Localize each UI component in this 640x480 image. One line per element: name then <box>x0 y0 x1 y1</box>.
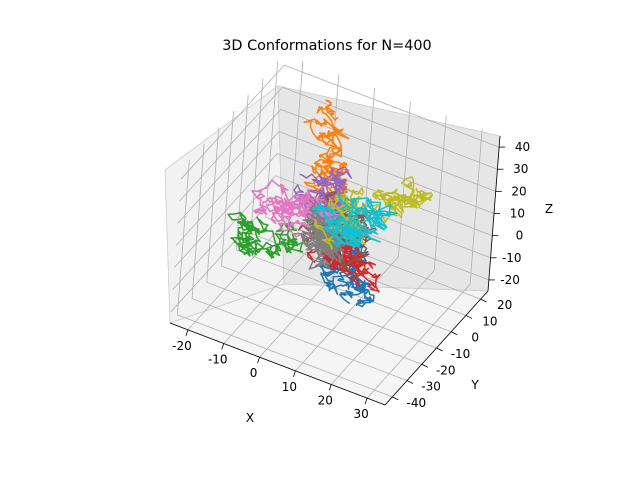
x-tick-label: 0 <box>250 366 258 380</box>
x-tick-mark <box>185 329 189 336</box>
x-grid-line <box>330 115 447 385</box>
z-tick-label: 0 <box>516 229 524 243</box>
y-tick-mark <box>480 298 487 303</box>
z-tick-label: 40 <box>515 140 530 154</box>
y-tick-label: 0 <box>471 331 479 345</box>
z-grid-line <box>179 86 498 202</box>
y-tick-label: 10 <box>482 314 497 328</box>
x-axis-label: X <box>246 411 254 425</box>
y-tick-label: 20 <box>497 298 512 312</box>
x-tick-mark <box>364 398 368 405</box>
x-grid-line <box>295 101 411 372</box>
z-grid-line <box>172 175 491 291</box>
z-tick-label: 10 <box>510 207 525 221</box>
y-grid-line <box>206 127 422 365</box>
y-tick-mark <box>392 396 399 401</box>
y-tick-label: -30 <box>421 380 441 394</box>
y-grid-line <box>235 94 452 333</box>
y-axis-label: Y <box>470 378 479 392</box>
y-tick-mark <box>451 331 458 336</box>
walk-series-10 <box>312 192 398 249</box>
y-tick-mark <box>421 363 428 368</box>
z-grid-line <box>173 153 493 268</box>
x-tick-mark <box>221 343 225 350</box>
x-tick-label: 20 <box>318 394 333 408</box>
x-tick-label: 30 <box>353 407 368 421</box>
y-grid-line <box>221 110 437 349</box>
y-tick-mark <box>465 315 473 319</box>
x-grid-line <box>366 129 483 399</box>
x-tick-label: -10 <box>208 353 228 367</box>
y-tick-mark <box>406 380 414 384</box>
y-tick-label: -40 <box>407 396 427 410</box>
y-tick-mark <box>436 347 443 352</box>
y-tick-label: -20 <box>436 363 456 377</box>
x-tick-mark <box>328 384 332 391</box>
x-tick-label: 10 <box>282 380 297 394</box>
z-tick-label: 30 <box>513 162 528 176</box>
z-grid-line <box>180 64 500 180</box>
chart-title: 3D Conformations for N=400 <box>222 38 431 54</box>
z-tick-label: -10 <box>502 251 522 265</box>
z-grid-line <box>177 108 496 224</box>
x-tick-mark <box>293 370 296 377</box>
x-axis-line <box>169 322 386 406</box>
x-tick-label: -20 <box>172 339 192 353</box>
tick-marks: -20-100102030-40-30-20-1001020-20-100102… <box>172 140 530 421</box>
x-tick-mark <box>257 357 260 364</box>
y-grid-line <box>265 62 481 300</box>
z-axis-label: Z <box>545 202 553 216</box>
z-tick-label: 20 <box>511 184 526 198</box>
z-grid-line <box>175 131 495 246</box>
y-grid-line <box>191 143 408 381</box>
y-grid-line <box>176 159 393 398</box>
z-tick-label: -20 <box>500 273 520 287</box>
y-tick-label: -10 <box>451 347 471 361</box>
walk-lines <box>227 99 433 308</box>
